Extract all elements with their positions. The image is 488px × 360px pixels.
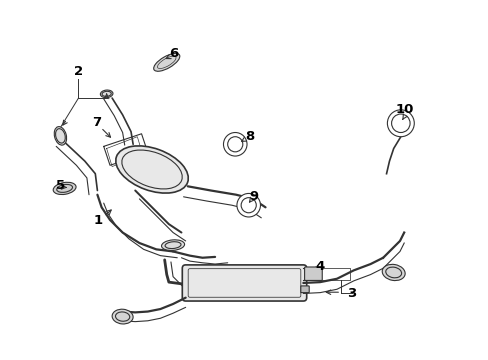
Text: 8: 8 — [244, 130, 254, 143]
Text: 3: 3 — [346, 287, 356, 300]
FancyBboxPatch shape — [304, 267, 322, 280]
Circle shape — [223, 132, 246, 156]
Text: 1: 1 — [94, 214, 102, 227]
Ellipse shape — [54, 127, 66, 145]
Ellipse shape — [100, 90, 113, 98]
Text: 4: 4 — [315, 261, 324, 274]
Text: 10: 10 — [395, 103, 413, 116]
Circle shape — [237, 193, 260, 217]
Ellipse shape — [157, 56, 176, 68]
FancyBboxPatch shape — [300, 286, 308, 293]
Ellipse shape — [116, 146, 188, 193]
Text: 2: 2 — [74, 66, 83, 78]
Ellipse shape — [153, 53, 180, 71]
Circle shape — [386, 110, 413, 137]
FancyBboxPatch shape — [182, 265, 306, 301]
Ellipse shape — [382, 264, 405, 280]
Ellipse shape — [112, 309, 133, 324]
Text: 7: 7 — [92, 116, 101, 129]
Text: 6: 6 — [169, 48, 178, 60]
Ellipse shape — [161, 240, 184, 251]
Ellipse shape — [53, 182, 76, 194]
Text: 9: 9 — [249, 190, 258, 203]
Text: 5: 5 — [56, 179, 65, 192]
